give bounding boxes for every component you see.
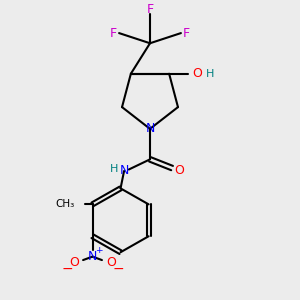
Text: CH₃: CH₃ [56,199,75,209]
Text: O: O [192,67,202,80]
Text: N: N [88,250,97,263]
Text: H: H [110,164,118,174]
Text: F: F [146,3,154,16]
Text: −: − [61,262,73,276]
Text: −: − [112,262,124,276]
Text: N: N [119,164,129,178]
Text: F: F [110,27,117,40]
Text: O: O [106,256,116,269]
Text: +: + [95,246,103,255]
Text: O: O [175,164,184,178]
Text: F: F [183,27,190,40]
Text: H: H [206,69,214,79]
Text: N: N [145,122,155,135]
Text: O: O [69,256,79,269]
